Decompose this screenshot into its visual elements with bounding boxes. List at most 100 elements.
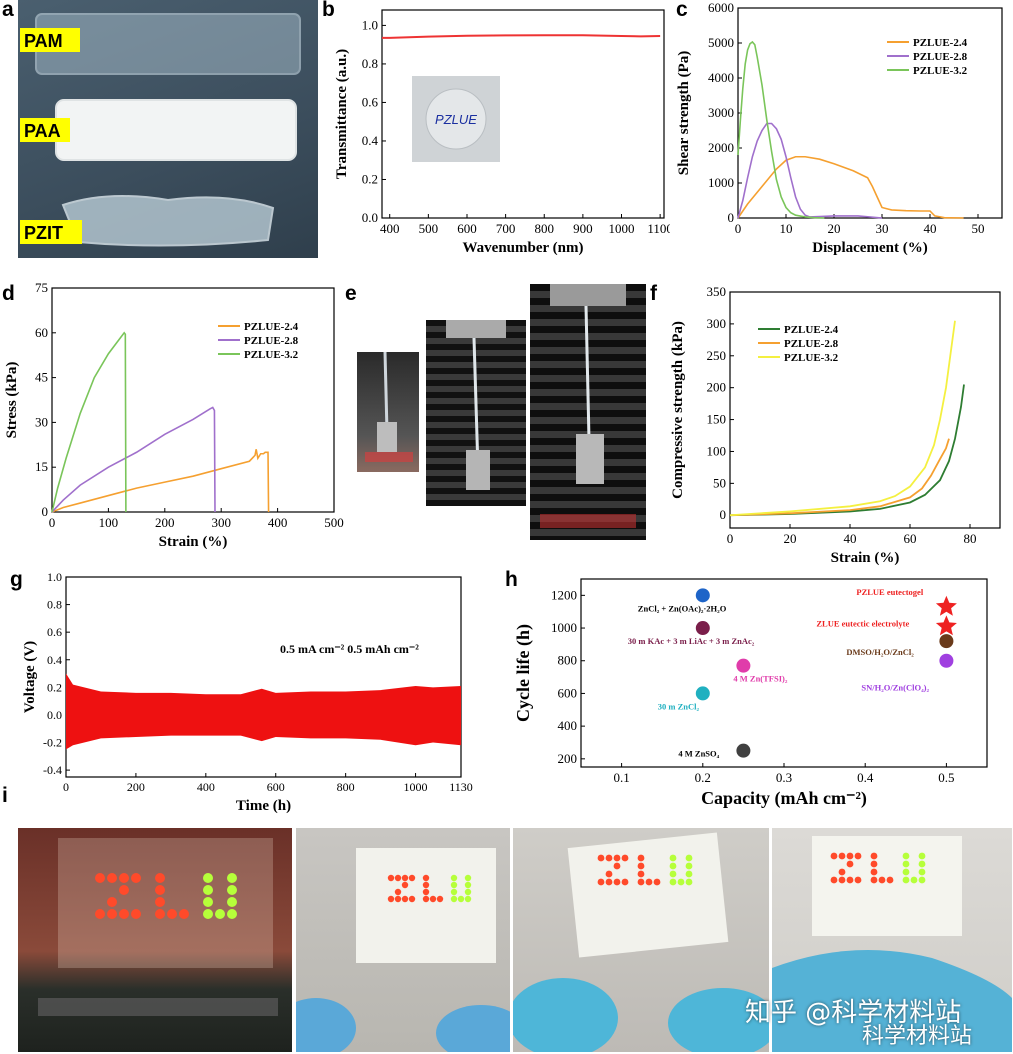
x-tick-label: 0.1 [613,770,629,785]
point-star [935,595,957,616]
led-red [179,909,189,919]
plot-frame [729,291,1001,529]
x-tick-label: 800 [337,780,355,794]
led-red [119,909,129,919]
led-red [401,874,409,882]
x-axis-label: Capacity (mAh cm⁻²) [701,788,867,809]
y-axis-label: Stress (kPa) [4,362,20,439]
chart-c-shear-strength: 0 10 20 30 40 50 0 1000 2000 3000 4000 5000 6000 Disp… [676,0,1003,256]
led-red [95,873,105,883]
led-green [669,854,677,862]
y-tick-label: 200 [707,380,727,395]
y-tick-label: 1000 [551,620,577,635]
led-red [605,878,613,886]
photo-e-1 [357,352,419,472]
led-green [669,870,677,878]
x-tick-label: 0.3 [776,770,792,785]
x-tick-label: 40 [924,221,937,236]
led-red [422,888,430,896]
led-red [613,854,621,862]
y-tick-label: 1.0 [362,17,378,32]
panel-letter-b: b [322,0,335,21]
y-tick-label: 0.8 [362,56,378,71]
photo-i-1-led-board [18,828,292,1052]
led-red [155,909,165,919]
led-red [830,852,838,860]
series-pzlue-2.4 [729,384,965,517]
point-ball [939,634,954,649]
led-green [669,862,677,870]
y-tick-label: 300 [707,316,727,331]
point-label: 30 m ZnCl₂ [658,701,700,711]
led-green [227,909,237,919]
y-tick-label: 0.2 [362,171,378,186]
point-ball [695,686,710,701]
led-red [870,860,878,868]
legend-entry: PZLUE-2.4 [784,324,839,336]
x-tick-label: 500 [419,221,439,236]
led-red [131,909,141,919]
led-red [394,888,402,896]
chart-f-compressive: 0 20 40 60 80 0 50 100 150 200 250 300 350 Strain (%)… [670,284,1001,566]
y-tick-label: 0.4 [47,653,62,667]
led-green [918,876,926,884]
led-red [870,852,878,860]
led-green [685,854,693,862]
x-tick-label: 100 [99,515,119,530]
x-tick-label: 20 [784,531,797,546]
point-label: ZLUE eutectic electrolyte [816,618,909,628]
y-tick-label: -0.4 [43,763,62,777]
x-tick-label: 200 [155,515,175,530]
x-axis-label: Displacement (%) [812,240,927,256]
led-green [464,888,472,896]
x-tick-label: 500 [324,515,344,530]
series-pzlue-2.4 [737,155,964,219]
y-axis-label: Voltage (V) [22,641,38,713]
led-green [685,862,693,870]
led-green [450,874,458,882]
chart-d-stress-strain: 0 100 200 300 400 500 0 15 30 45 60 75 Strain (%) Str… [4,282,344,550]
led-red [645,878,653,886]
y-tick-label: 0.8 [47,598,62,612]
y-tick-label: 200 [558,751,578,766]
led-red [119,885,129,895]
y-tick-label: 30 [35,414,48,429]
y-tick-label: -0.2 [43,736,62,750]
y-axis-label: Cycle life (h) [513,624,534,722]
y-tick-label: 0.6 [47,625,62,639]
y-tick-label: 5000 [708,35,734,50]
led-red [621,878,629,886]
led-red [107,897,117,907]
led-red [637,854,645,862]
x-tick-label: 30 [876,221,889,236]
led-green [910,876,918,884]
x-tick-label: 50 [972,221,985,236]
led-green [203,873,213,883]
legend-entry: PZLUE-3.2 [913,65,968,77]
led-green [918,860,926,868]
series-pzlue-3.2 [737,40,825,219]
led-red [155,873,165,883]
x-tick-label: 300 [211,515,231,530]
led-red [653,878,661,886]
led-green [457,895,465,903]
led-green [450,895,458,903]
led-red [854,876,862,884]
x-tick-label: 600 [457,221,477,236]
led-red [107,873,117,883]
y-tick-label: 100 [707,443,727,458]
led-green [227,873,237,883]
led-green [203,885,213,895]
legend-entry: PZLUE-2.8 [913,51,968,63]
x-tick-label: 0.5 [938,770,954,785]
led-red [401,895,409,903]
y-tick-label: 400 [558,718,578,733]
led-red [394,874,402,882]
x-tick-label: 0 [49,515,56,530]
point-ball [736,658,751,673]
led-red [387,874,395,882]
y-tick-label: 15 [35,459,48,474]
y-axis-label: Shear strength (Pa) [676,51,692,175]
legend-entry: PZLUE-2.4 [244,321,299,333]
